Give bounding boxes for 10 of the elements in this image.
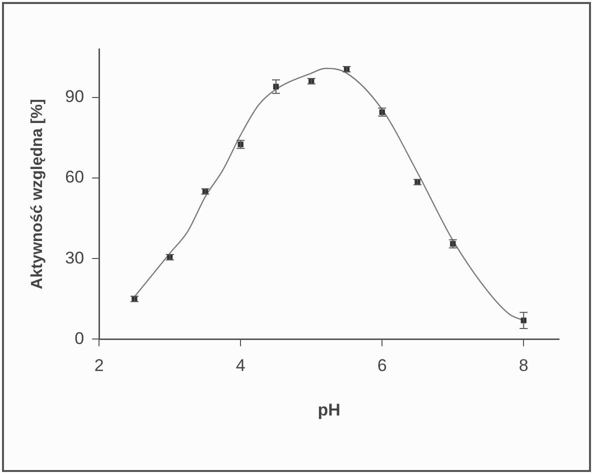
x-tick-label: 2 xyxy=(94,356,104,376)
x-axis-title: pH xyxy=(318,400,340,420)
y-tick-label: 60 xyxy=(65,168,84,187)
x-tick-label: 4 xyxy=(236,356,246,376)
y-tick-label: 30 xyxy=(65,248,84,268)
y-axis-title: Aktywność względna [%] xyxy=(29,98,46,290)
x-tick-label: 8 xyxy=(518,356,528,376)
y-tick-label: 90 xyxy=(65,87,84,106)
y-tick-label: 0 xyxy=(74,328,84,348)
x-tick-label: 6 xyxy=(377,356,387,376)
